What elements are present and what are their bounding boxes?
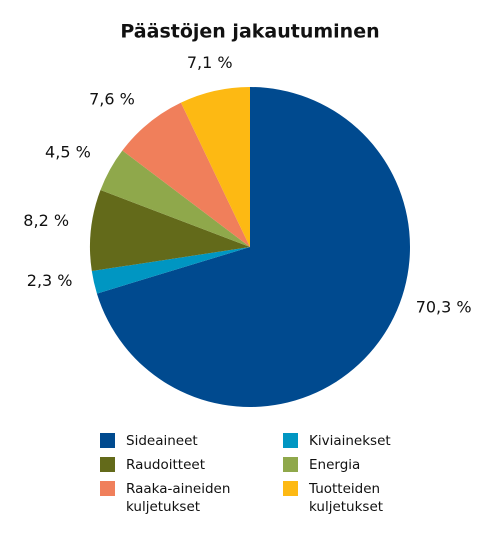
legend-item: Raudoitteet (100, 456, 283, 474)
pie-slice (100, 150, 250, 247)
legend-item: Energia (283, 456, 433, 474)
pie-slice (96, 87, 411, 408)
data-label: 8,2 % (23, 211, 69, 230)
legend-label: Raudoitteet (126, 457, 205, 473)
pie-slice (122, 102, 250, 247)
pie-slice (91, 247, 250, 294)
legend-swatch (100, 457, 115, 472)
legend-swatch (283, 481, 298, 496)
legend-label: Sideaineet (126, 433, 198, 449)
legend-swatch (283, 457, 298, 472)
legend-swatch (100, 481, 115, 496)
legend-label: Kiviainekset (309, 433, 391, 449)
legend: Sideaineet Kiviainekset Raudoitteet Energia… (100, 432, 440, 516)
data-label: 70,3 % (416, 298, 472, 317)
legend-label: Tuotteiden kuljetukset (309, 481, 384, 515)
legend-item: Tuotteiden kuljetukset (283, 480, 433, 516)
data-label: 7,1 % (187, 53, 233, 72)
legend-label: Energia (309, 457, 361, 473)
legend-item: Sideaineet (100, 432, 283, 450)
legend-label: Raaka-aineiden kuljetukset (126, 481, 231, 515)
data-label: 4,5 % (45, 142, 91, 161)
legend-item: Kiviainekset (283, 432, 433, 450)
legend-swatch (100, 433, 115, 448)
chart-title: Päästöjen jakautuminen (120, 21, 379, 43)
legend-swatch (283, 433, 298, 448)
data-label: 2,3 % (27, 271, 73, 290)
data-label: 7,6 % (89, 90, 135, 109)
legend-item: Raaka-aineiden kuljetukset (100, 480, 283, 516)
pie-slice (180, 87, 250, 247)
pie-slice (90, 189, 250, 272)
